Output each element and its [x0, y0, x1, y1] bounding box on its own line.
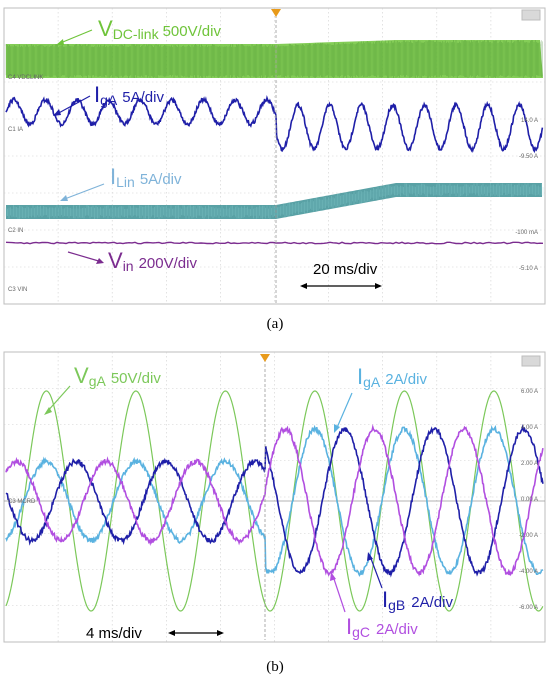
iga-b-label: IgA 2A/div	[357, 364, 427, 390]
igb-scale: 2A/div	[411, 594, 453, 611]
panel-a-readout-2: -100 mA	[515, 230, 538, 236]
vga-arrow	[45, 385, 71, 414]
vdc-label: VDC-link 500V/div	[98, 16, 221, 42]
ilin-arrowhead	[60, 195, 68, 201]
vdc-arrowhead	[56, 39, 64, 45]
iga-b-arrowhead	[334, 424, 340, 433]
caption-a: (a)	[267, 316, 284, 332]
iga-trace	[5, 424, 544, 577]
igc-scale: 2A/div	[376, 621, 418, 638]
igb-label: IgB 2A/div	[382, 587, 453, 613]
ilin-label-sub: Lin	[116, 174, 135, 190]
iga-b-scale: 2A/div	[385, 371, 427, 388]
igb-arrowhead	[367, 552, 373, 561]
iga-b-label-main: I	[357, 364, 363, 389]
panel-a-readout-0: 14.0 A	[521, 118, 538, 124]
panel-b-timebase: 4 ms/div	[86, 625, 142, 642]
vga-label-sub: gA	[89, 373, 107, 389]
igb-arrow	[369, 555, 383, 589]
vin-arrowhead	[96, 258, 104, 264]
panel-a-tag-1: C1 IA	[8, 127, 23, 133]
vga-trace	[5, 390, 544, 612]
panel-a-corner-icon	[521, 9, 541, 21]
vdc-arrow	[57, 29, 93, 45]
igc-arrowhead	[330, 572, 336, 581]
ilin-label: ILin 5A/div	[110, 164, 182, 190]
iga-a-arrowhead	[53, 109, 61, 116]
vin-label-main: V	[108, 248, 123, 273]
iga-a-label-sub: gA	[100, 92, 118, 108]
iga-a-label: IgA 5A/div	[94, 82, 164, 108]
ilin-ripple	[5, 183, 544, 219]
iga-a-label-main: I	[94, 82, 100, 107]
igc-trace	[5, 424, 544, 577]
ilin-label-main: I	[110, 164, 116, 189]
panel-b-tick-label: -6.00 A	[519, 605, 538, 611]
panel-a: C4 VDCLINK C1 IA C2 IN C3 VIN 14.0 A -9.…	[3, 7, 546, 305]
igb-trace	[5, 423, 544, 578]
igc-label: IgC 2A/div	[346, 614, 418, 640]
panel-a-trigger-marker	[271, 9, 281, 17]
panel-b-right-ticks: 6.00 A 4.00 A 2.00 A 0.00 A -2.00 A -4.00 A -6…	[519, 389, 538, 611]
panel-b: C3 MCRD 6.00 A 4.00 A 2.00 A 0.00 A -2.00 A -…	[3, 351, 546, 643]
caption-b: (b)	[266, 659, 284, 675]
vdc-link-band-before	[6, 44, 276, 78]
iga-a-arrow	[54, 95, 91, 116]
vin-scale: 200V/div	[139, 255, 198, 272]
igc-label-sub: gC	[352, 624, 370, 640]
igb-label-sub: gB	[388, 597, 405, 613]
panel-b-trigger-marker	[260, 354, 270, 362]
panel-b-traces	[4, 390, 545, 612]
igb-label-main: I	[382, 587, 388, 612]
panel-b-tick-label: 6.00 A	[521, 389, 538, 395]
vga-arrowhead	[44, 407, 52, 415]
panel-a-timebase: 20 ms/div	[313, 261, 378, 278]
panel-a-readout-3: -5.10 A	[519, 266, 538, 272]
vin-label-sub: in	[123, 258, 134, 274]
ilin-scale: 5A/div	[140, 171, 182, 188]
iga-a-trace	[5, 95, 544, 154]
igc-label-main: I	[346, 614, 352, 639]
vdc-link-ripple	[5, 40, 543, 78]
ilin-arrow	[61, 183, 105, 201]
iga-b-arrow	[335, 392, 353, 431]
vin-trace	[5, 241, 544, 245]
panel-b-corner-icon	[521, 355, 541, 367]
panel-a-tag-2: C2 IN	[8, 228, 23, 234]
iga-b-label-sub: gA	[363, 374, 381, 390]
panel-a-tag-3: C3 VIN	[8, 287, 27, 293]
vdc-label-sub: DC-link	[113, 26, 160, 42]
vdc-scale: 500V/div	[163, 23, 222, 40]
vga-scale: 50V/div	[111, 370, 162, 387]
vin-arrow	[67, 251, 103, 263]
panel-a-tag-0: C4 VDCLINK	[8, 75, 43, 81]
panel-b-tick-label: -2.00 A	[519, 533, 538, 539]
vin-label: Vin 200V/div	[108, 248, 197, 274]
panel-b-tick-label: 2.00 A	[521, 461, 538, 467]
panel-a-traces	[5, 40, 544, 245]
panel-a-readout-1: -9.50 A	[519, 154, 538, 160]
vga-label-main: V	[74, 363, 89, 388]
iga-a-scale: 5A/div	[122, 89, 164, 106]
panel-b-tick-label: 0.00 A	[521, 497, 538, 503]
vdc-label-main: V	[98, 16, 113, 41]
panel-b-tick-label: 4.00 A	[521, 425, 538, 431]
vga-label: VgA 50V/div	[74, 363, 161, 389]
panel-b-tick-label: -4.00 A	[519, 569, 538, 575]
panel-b-tag-0: C3 MCRD	[8, 499, 36, 505]
igc-arrow	[332, 575, 346, 613]
